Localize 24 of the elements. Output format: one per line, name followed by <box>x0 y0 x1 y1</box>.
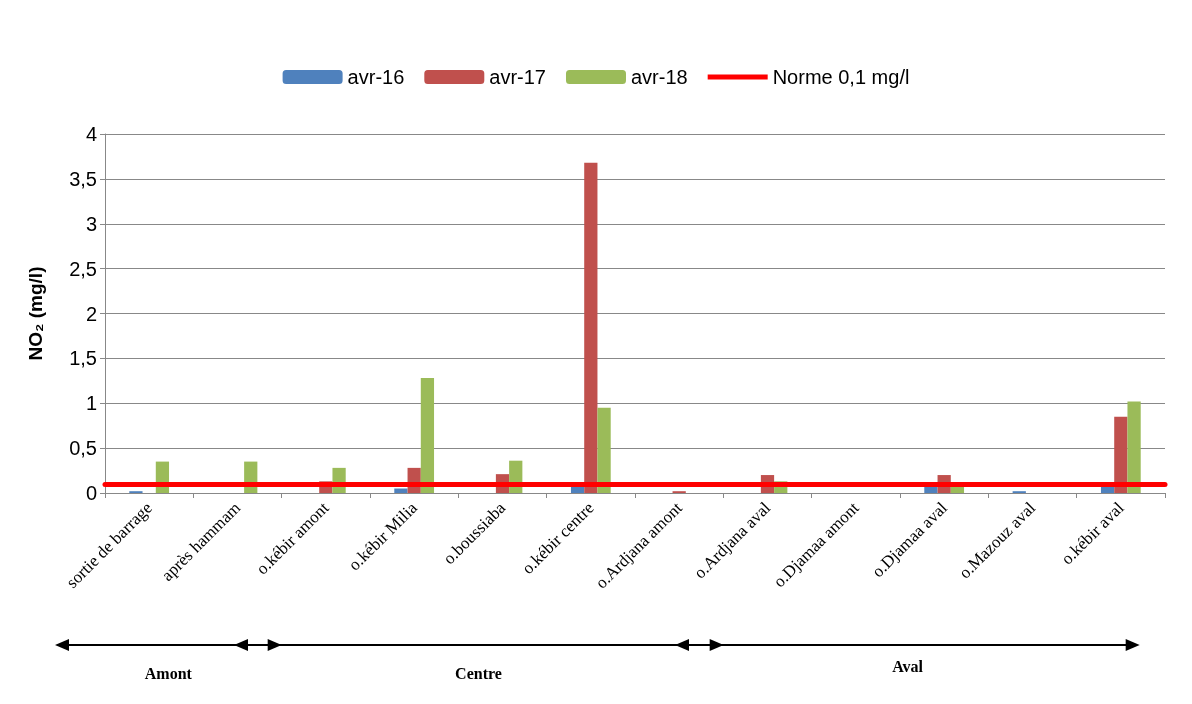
y-tick-label: 2,5 <box>69 257 97 280</box>
y-tick-label: 3 <box>85 212 97 235</box>
legend-label: avr-17 <box>489 66 546 88</box>
legend-label: Norme 0,1 mg/l <box>772 66 910 88</box>
legend-label: avr-16 <box>347 66 405 88</box>
bar <box>597 407 611 493</box>
y-tick-label: 1 <box>85 392 97 415</box>
y-tick-label: 2 <box>85 302 97 325</box>
y-tick-label: 4 <box>85 123 97 145</box>
y-tick-label: 3,5 <box>69 167 97 190</box>
bar <box>1114 416 1128 493</box>
y-axis-title: NO₂ (mg/l) <box>25 266 46 361</box>
bar <box>584 162 598 493</box>
bar <box>420 378 435 493</box>
text: Amont <box>144 665 192 683</box>
y-tick-label: 0,5 <box>69 437 97 460</box>
bar <box>1127 401 1141 493</box>
text: Aval <box>892 658 924 676</box>
text: Centre <box>455 665 502 683</box>
bar <box>394 488 408 493</box>
y-tick-label: 1,5 <box>69 347 97 370</box>
bar <box>570 486 585 493</box>
legend-label: avr-18 <box>630 66 688 88</box>
y-tick-label: 0 <box>85 482 97 504</box>
